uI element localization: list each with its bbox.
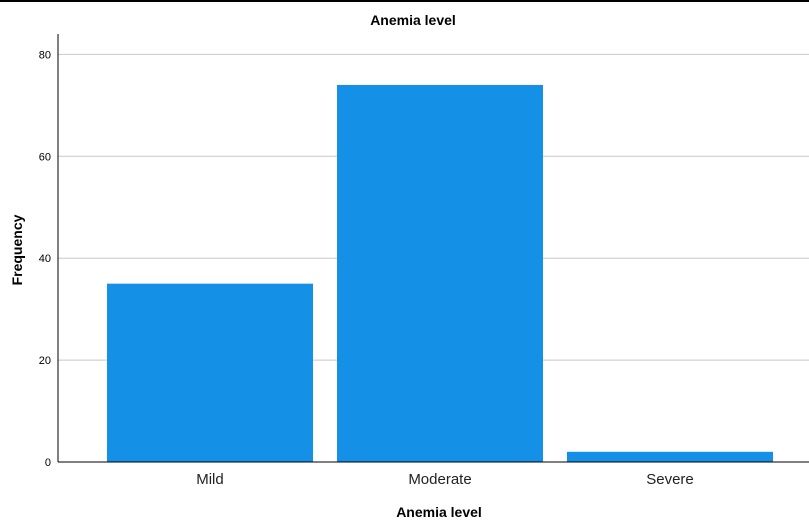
- bar-severe: [567, 451, 773, 462]
- x-tick-label: Mild: [196, 471, 224, 488]
- y-tick-labels: 0 20 40 60 80: [39, 49, 51, 469]
- y-axis-label: Frequency: [9, 214, 25, 285]
- bar-moderate: [337, 84, 543, 462]
- bars: [107, 84, 773, 462]
- x-axis-label: Anemia level: [396, 504, 482, 520]
- y-tick-label: 0: [45, 457, 51, 469]
- y-tick-label: 80: [39, 49, 51, 61]
- bar-mild: [107, 283, 313, 462]
- x-tick-label: Severe: [646, 471, 694, 488]
- y-tick-label: 60: [39, 151, 51, 163]
- y-tick-label: 40: [39, 253, 51, 265]
- top-border-rule: [0, 0, 809, 2]
- x-tick-labels: Mild Moderate Severe: [196, 471, 694, 488]
- y-tick-label: 20: [39, 355, 51, 367]
- chart-title: Anemia level: [370, 12, 456, 28]
- x-tick-label: Moderate: [408, 471, 471, 488]
